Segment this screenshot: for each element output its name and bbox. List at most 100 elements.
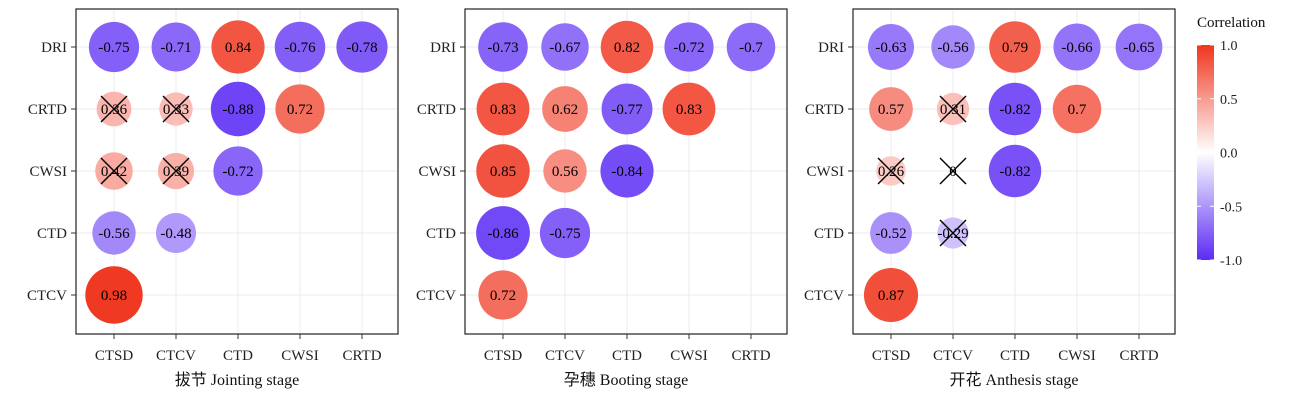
- y-tick-label: DRI: [430, 40, 456, 56]
- x-tick-label: CRTD: [342, 348, 381, 364]
- value-label: -0.52: [875, 226, 906, 242]
- bubble: [85, 266, 143, 324]
- cell-CRTD-CTD: -0.88: [210, 81, 266, 137]
- value-label: -0.78: [346, 40, 377, 56]
- bubble: [476, 206, 530, 260]
- value-label: -0.72: [222, 164, 253, 180]
- y-tick-label: CTD: [37, 226, 67, 242]
- y-tick-label: CTCV: [27, 288, 67, 304]
- cell-DRI-CWSI: -0.66: [1053, 23, 1101, 71]
- value-label: 0.42: [101, 164, 127, 180]
- cross-mark: [100, 157, 128, 185]
- bubble: [210, 81, 266, 137]
- bubble: [213, 146, 263, 196]
- bubble: [478, 270, 528, 320]
- legend-tick-label: 1.0: [1220, 39, 1238, 54]
- bubble: [476, 82, 530, 136]
- bubble: [988, 144, 1042, 198]
- bubble: [867, 23, 915, 71]
- bubble: [1052, 84, 1102, 134]
- bubble: [600, 20, 654, 74]
- cell-DRI-CTSD: -0.63: [867, 23, 915, 71]
- cell-CTD-CTCV: -0.29: [937, 217, 969, 249]
- value-label: -0.67: [549, 40, 581, 56]
- y-tick-label: CRTD: [28, 102, 67, 118]
- cell-CTCV-CTSD: 0.72: [478, 270, 528, 320]
- value-label: 0.72: [490, 288, 516, 304]
- cell-CRTD-CTCV: 0.31: [936, 92, 970, 126]
- bubble: [601, 83, 653, 135]
- y-tick-label: CTD: [426, 226, 456, 242]
- legend-tick-label: 0.0: [1220, 147, 1238, 162]
- cell-CTCV-CTSD: 0.87: [863, 267, 919, 323]
- x-tick-label: CTCV: [545, 348, 585, 364]
- bubble: [870, 212, 912, 254]
- y-tick-label: DRI: [818, 40, 844, 56]
- x-tick-label: CRTD: [731, 348, 770, 364]
- value-label: 0.98: [101, 288, 127, 304]
- value-label: -0.73: [487, 40, 518, 56]
- x-tick-label: CTCV: [933, 348, 973, 364]
- value-label: -0.72: [673, 40, 704, 56]
- cell-DRI-CTD: 0.82: [600, 20, 654, 74]
- cell-CRTD-CWSI: 0.83: [662, 82, 716, 136]
- x-tick-label: CWSI: [670, 348, 708, 364]
- cell-CWSI-CTD: -0.82: [988, 144, 1042, 198]
- cross-mark: [939, 95, 967, 123]
- value-label: 0.31: [940, 102, 966, 118]
- cell-DRI-CTCV: -0.71: [151, 22, 201, 72]
- bubble: [336, 21, 388, 73]
- value-label: -0.82: [999, 164, 1030, 180]
- value-label: 0.83: [490, 102, 516, 118]
- value-label: -0.82: [999, 102, 1030, 118]
- panel-2: -0.73 -0.67 0.82 -0.72 -0.7 0.83 0.62 -0.77 0.83…: [416, 8, 788, 389]
- value-label: 0: [949, 164, 957, 180]
- value-label: -0.63: [875, 40, 906, 56]
- value-label: -0.75: [549, 226, 580, 242]
- x-tick-label: CTD: [223, 348, 253, 364]
- panel-title: 拔节 Jointing stage: [175, 371, 299, 389]
- cell-CRTD-CTCV: 0.62: [542, 86, 588, 132]
- bubble: [88, 21, 140, 73]
- bubble: [92, 211, 136, 255]
- x-tick-label: CTD: [1000, 348, 1030, 364]
- y-tick-label: DRI: [41, 40, 67, 56]
- bubble: [478, 22, 528, 72]
- cell-CWSI-CTD: -0.72: [213, 146, 263, 196]
- value-label: -0.75: [98, 40, 129, 56]
- y-tick-label: CWSI: [807, 164, 845, 180]
- value-label: 0.26: [878, 164, 905, 180]
- cell-CWSI-CTSD: 0.42: [95, 152, 133, 190]
- value-label: -0.56: [937, 40, 969, 56]
- legend-tick-label: -0.5: [1220, 200, 1242, 215]
- value-label: -0.65: [1123, 40, 1154, 56]
- value-label: 0.39: [163, 164, 189, 180]
- bubble: [541, 23, 589, 71]
- panel-title: 开花 Anthesis stage: [950, 371, 1079, 389]
- bubble: [1115, 23, 1163, 71]
- bubble: [931, 25, 975, 69]
- y-tick-label: CTCV: [804, 288, 844, 304]
- value-label: 0.56: [552, 164, 579, 180]
- cell-CWSI-CTD: -0.84: [600, 144, 654, 198]
- cell-CRTD-CTD: -0.82: [988, 82, 1042, 136]
- legend-tick-label: 0.5: [1220, 93, 1238, 108]
- cell-DRI-CWSI: -0.72: [664, 22, 714, 72]
- x-tick-label: CWSI: [281, 348, 319, 364]
- bubble: [863, 267, 919, 323]
- cell-DRI-CRTD: -0.78: [336, 21, 388, 73]
- legend-colorbar: [1197, 45, 1214, 260]
- cell-CRTD-CTCV: 0.33: [159, 92, 193, 126]
- panel-3: -0.63 -0.56 0.79 -0.66 -0.65 0.57 0.31 -0.82 0.7…: [804, 8, 1176, 389]
- value-label: 0.7: [1068, 102, 1087, 118]
- cell-DRI-CTCV: -0.56: [931, 25, 975, 69]
- bubble: [664, 22, 714, 72]
- bubble: [539, 207, 591, 259]
- value-label: 0.62: [552, 102, 578, 118]
- panels: -0.75 -0.71 0.84 -0.76 -0.78 0.36 0.33 -0.88 0.7…: [27, 8, 1176, 389]
- cell-DRI-CTSD: -0.75: [88, 21, 140, 73]
- bubble: [662, 82, 716, 136]
- value-label: -0.29: [937, 226, 968, 242]
- cell-CRTD-CTD: -0.77: [601, 83, 653, 135]
